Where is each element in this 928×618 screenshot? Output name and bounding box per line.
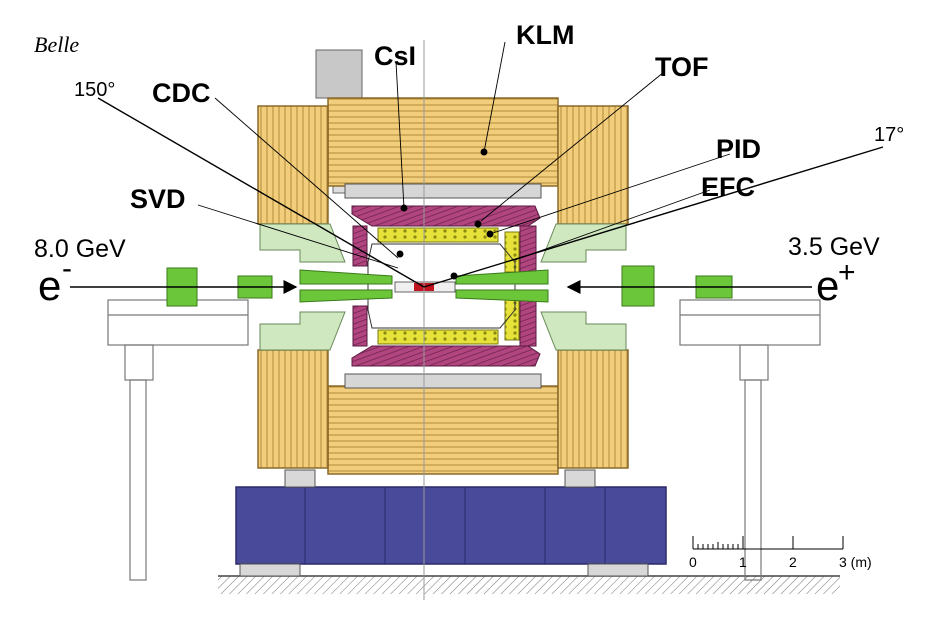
right-support-frame xyxy=(679,299,821,581)
floor xyxy=(218,575,840,594)
klm-barrel-top xyxy=(327,97,559,187)
label-klm: KLM xyxy=(516,20,574,50)
pid-aerogel xyxy=(377,227,520,345)
label-angle-17: 17° xyxy=(874,124,904,146)
scale-tick-3: 3 (m) xyxy=(839,554,872,570)
label-right-particle: e xyxy=(816,262,839,309)
scale-tick-1: 1 xyxy=(739,554,747,570)
label-angle-150: 150° xyxy=(74,79,115,101)
endcap-green-pieces xyxy=(259,223,627,351)
angle-17-line xyxy=(423,146,884,288)
klm-endcap-top-right xyxy=(557,105,629,225)
label-cdc: CDC xyxy=(152,78,211,108)
support-base xyxy=(235,486,667,565)
support-feet xyxy=(239,469,649,577)
leader-lines xyxy=(197,41,731,280)
klm-endcap-bottom-right xyxy=(557,349,629,469)
scale-bar xyxy=(692,536,844,550)
label-pid: PID xyxy=(716,134,761,164)
label-right-charge: + xyxy=(838,256,856,289)
label-right-energy: 3.5 GeV xyxy=(788,233,880,261)
solenoid xyxy=(344,183,542,389)
label-csi: CsI xyxy=(374,41,416,71)
label-left-particle: e xyxy=(38,262,61,309)
left-support-frame xyxy=(107,299,249,581)
label-left-energy: 8.0 GeV xyxy=(34,235,126,263)
label-tof: TOF xyxy=(655,52,709,82)
acceptance-lines xyxy=(97,97,884,288)
klm-barrel-bottom xyxy=(327,385,559,475)
label-left-charge: - xyxy=(62,252,72,285)
angle-150-line xyxy=(97,97,425,288)
label-svd: SVD xyxy=(130,184,186,214)
label-efc: EFC xyxy=(701,172,755,202)
belle-title: Belle xyxy=(34,32,79,57)
scale-tick-0: 0 xyxy=(689,554,697,570)
scale-tick-2: 2 xyxy=(789,554,797,570)
klm-endcap-top-left xyxy=(257,105,329,225)
klm-endcap-bottom-left xyxy=(257,349,329,469)
